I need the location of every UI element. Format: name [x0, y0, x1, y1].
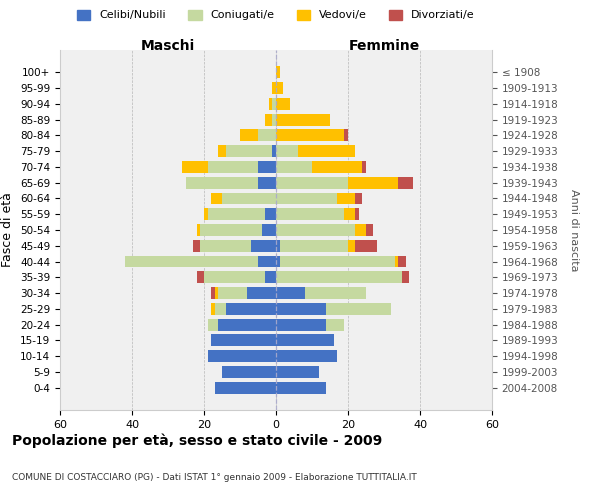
Bar — [200, 240, 251, 252]
Bar — [355, 224, 366, 236]
Bar — [276, 256, 280, 268]
Bar — [215, 287, 218, 299]
Bar — [402, 272, 409, 283]
Bar — [258, 161, 276, 173]
Bar — [276, 177, 348, 188]
Legend: Celibi/Nubili, Coniugati/e, Vedovi/e, Divorziati/e: Celibi/Nubili, Coniugati/e, Vedovi/e, Di… — [73, 5, 479, 25]
Bar — [276, 240, 280, 252]
Bar — [211, 287, 215, 299]
Bar — [215, 303, 226, 315]
Bar — [258, 256, 276, 268]
Bar — [208, 161, 258, 173]
Bar — [251, 240, 276, 252]
Bar — [211, 303, 215, 315]
Bar — [298, 145, 355, 157]
Bar — [276, 366, 319, 378]
Bar — [366, 224, 373, 236]
Bar — [197, 272, 204, 283]
Bar — [276, 334, 334, 346]
Bar — [258, 130, 276, 141]
Bar — [272, 82, 276, 94]
Text: Popolazione per età, sesso e stato civile - 2009: Popolazione per età, sesso e stato civil… — [12, 434, 382, 448]
Bar — [276, 382, 326, 394]
Bar — [197, 224, 200, 236]
Bar — [218, 287, 247, 299]
Bar — [276, 82, 283, 94]
Bar — [355, 208, 359, 220]
Bar — [276, 224, 355, 236]
Bar — [265, 208, 276, 220]
Bar — [222, 366, 276, 378]
Bar — [276, 161, 312, 173]
Bar — [272, 98, 276, 110]
Bar — [272, 114, 276, 126]
Bar — [355, 240, 377, 252]
Bar — [276, 98, 290, 110]
Text: COMUNE DI COSTACCIARO (PG) - Dati ISTAT 1° gennaio 2009 - Elaborazione TUTTITALI: COMUNE DI COSTACCIARO (PG) - Dati ISTAT … — [12, 473, 417, 482]
Bar — [276, 303, 326, 315]
Bar — [398, 177, 413, 188]
Bar — [348, 177, 398, 188]
Text: Maschi: Maschi — [141, 40, 195, 54]
Bar — [398, 256, 406, 268]
Bar — [186, 177, 258, 188]
Bar — [276, 66, 280, 78]
Bar — [305, 287, 366, 299]
Bar — [326, 303, 391, 315]
Bar — [265, 114, 272, 126]
Bar — [215, 382, 276, 394]
Bar — [265, 272, 276, 283]
Bar — [280, 256, 395, 268]
Bar — [247, 287, 276, 299]
Bar — [276, 272, 402, 283]
Bar — [276, 318, 326, 330]
Bar — [204, 208, 208, 220]
Bar — [182, 161, 208, 173]
Bar — [337, 192, 355, 204]
Bar — [125, 256, 258, 268]
Bar — [218, 145, 226, 157]
Text: Femmine: Femmine — [349, 40, 419, 54]
Bar — [326, 318, 344, 330]
Bar — [222, 192, 276, 204]
Bar — [344, 130, 348, 141]
Bar — [395, 256, 398, 268]
Bar — [211, 192, 222, 204]
Bar — [204, 272, 265, 283]
Bar — [272, 145, 276, 157]
Bar — [312, 161, 362, 173]
Bar — [276, 287, 305, 299]
Bar — [226, 303, 276, 315]
Bar — [226, 145, 272, 157]
Bar — [211, 334, 276, 346]
Bar — [269, 98, 272, 110]
Bar — [193, 240, 200, 252]
Bar — [208, 350, 276, 362]
Bar — [262, 224, 276, 236]
Y-axis label: Fasce di età: Fasce di età — [1, 192, 14, 268]
Bar — [258, 177, 276, 188]
Bar — [276, 114, 330, 126]
Bar — [276, 208, 344, 220]
Bar — [355, 192, 362, 204]
Bar — [276, 192, 337, 204]
Bar — [208, 208, 265, 220]
Bar — [348, 240, 355, 252]
Bar — [362, 161, 366, 173]
Bar — [218, 318, 276, 330]
Bar — [200, 224, 262, 236]
Bar — [276, 130, 344, 141]
Y-axis label: Anni di nascita: Anni di nascita — [569, 188, 580, 271]
Bar — [280, 240, 348, 252]
Bar — [276, 350, 337, 362]
Bar — [240, 130, 258, 141]
Bar — [276, 145, 298, 157]
Bar — [208, 318, 218, 330]
Bar — [344, 208, 355, 220]
